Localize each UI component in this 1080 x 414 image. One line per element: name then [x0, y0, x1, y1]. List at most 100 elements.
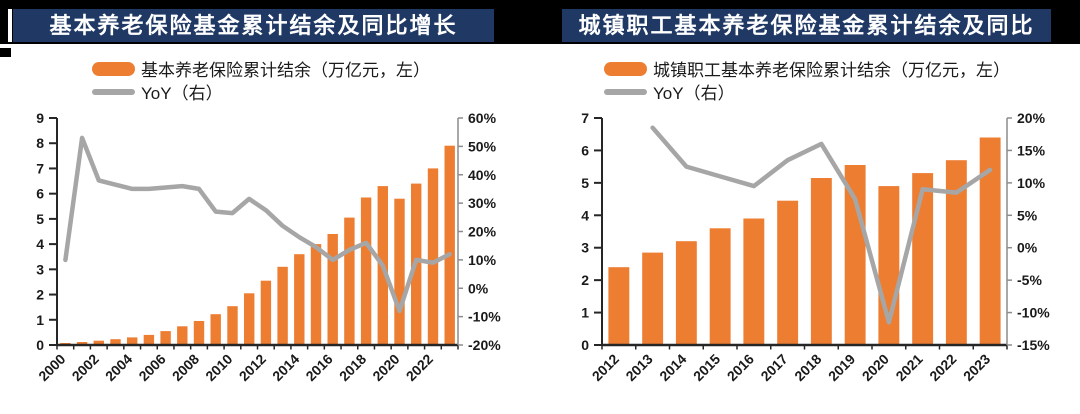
bar-2013: [642, 252, 664, 345]
x-axis-label: 2006: [135, 351, 168, 384]
left-axis-label: 0: [581, 337, 589, 353]
bar-2011: [244, 293, 255, 345]
right-axis-label: 20%: [1017, 110, 1046, 126]
bar-series-swatch: [604, 61, 647, 76]
bar-2017: [777, 200, 799, 345]
bar-2020: [394, 198, 405, 345]
x-axis-label: 2018: [791, 351, 824, 384]
x-axis-label: 2022: [403, 351, 436, 384]
chart1-legend: 基本养老保险累计结余（万亿元，左） YoY（右）: [92, 57, 430, 103]
left-axis-label: 2: [581, 272, 589, 288]
chart2-plot: 0 1 2 3 4 5 6 7 2012 2013 2014 2015 2016 2017 2018 2019…: [581, 110, 1050, 384]
bar-2002: [93, 340, 104, 345]
right-axis-label: 5%: [1017, 207, 1038, 223]
bar-2016: [743, 218, 765, 345]
legend-label: 基本养老保险累计结余（万亿元，左）: [141, 61, 430, 80]
x-axis-label: 2020: [369, 351, 402, 384]
left-axis-label: 6: [581, 142, 589, 158]
x-axis-label: 2000: [35, 351, 68, 384]
bar-2014: [675, 241, 697, 345]
left-axis-label: 2: [36, 287, 44, 303]
bar-2018: [360, 197, 372, 345]
x-axis-label: 2018: [336, 351, 369, 384]
bar-2012: [260, 280, 272, 345]
x-axis-label: 2016: [724, 351, 757, 384]
bar-2017: [344, 217, 355, 345]
bar-2005: [143, 334, 155, 345]
right-axis-label: 10%: [1017, 175, 1046, 191]
bar-2001: [76, 342, 88, 345]
left-axis-label: 7: [581, 110, 589, 126]
left-axis-label: 3: [581, 240, 589, 256]
right-axis-label: 40%: [468, 167, 497, 183]
x-axis-label: 2016: [302, 351, 335, 384]
left-axis-label: 5: [36, 211, 44, 227]
right-axis-label: -20%: [468, 337, 501, 353]
x-axis-label: 2022: [926, 351, 959, 384]
bar-2007: [177, 326, 188, 345]
x-axis-label: 2010: [202, 351, 235, 384]
left-axis-label: 0: [36, 337, 44, 353]
left-axis-label: 5: [581, 175, 589, 191]
x-axis-label: 2008: [169, 351, 202, 384]
bar-2004: [127, 337, 138, 345]
bar-2019: [844, 165, 866, 345]
chart2-legend: 城镇职工基本养老保险累计结余（万亿元，左） YoY（右）: [604, 57, 1010, 103]
bar-2016: [327, 234, 338, 345]
x-axis-label: 2015: [690, 351, 723, 384]
right-axis-label: 0%: [468, 280, 489, 296]
right-axis-label: -10%: [468, 309, 501, 325]
yoy-line: [650, 125, 993, 325]
right-axis-label: -5%: [1017, 272, 1042, 288]
x-axis-label: 2019: [825, 351, 858, 384]
bar-2022: [945, 160, 967, 345]
bar-series-swatch: [92, 61, 135, 76]
left-axis-label: 1: [581, 305, 589, 321]
line-series-swatch: [92, 88, 135, 95]
title-left-gap: [8, 9, 12, 42]
left-axis-label: 7: [36, 160, 44, 176]
left-axis-label: 6: [36, 186, 44, 202]
right-axis-label: 50%: [468, 138, 497, 154]
right-axis-label: -15%: [1017, 337, 1050, 353]
legend-item-balance: 基本养老保险累计结余（万亿元，左）: [92, 57, 430, 80]
bar-2003: [110, 339, 121, 345]
right-axis-label: 30%: [468, 195, 497, 211]
left-axis-label: 3: [36, 261, 44, 277]
page-edge-artifact: [0, 48, 11, 57]
bar-2023: [444, 145, 455, 345]
x-axis-label: 2012: [589, 351, 622, 384]
bar-2013: [277, 266, 288, 345]
left-axis-label: 8: [36, 135, 44, 151]
right-axis-label: 10%: [468, 252, 497, 268]
bar-2010: [227, 306, 238, 345]
x-axis-label: 2014: [656, 351, 689, 384]
right-axis-label: 60%: [468, 110, 497, 126]
bar-2022: [427, 168, 439, 345]
x-axis-label: 2020: [859, 351, 892, 384]
left-axis-label: 4: [581, 207, 589, 223]
yoy-line: [63, 135, 452, 314]
right-axis-label: 20%: [468, 224, 497, 240]
right-axis-label: 0%: [1017, 240, 1038, 256]
x-axis-label: 2013: [622, 351, 655, 384]
bar-2006: [160, 331, 171, 345]
bar-2015: [310, 244, 322, 345]
left-axis-label: 9: [36, 110, 44, 126]
x-axis-label: 2004: [102, 351, 135, 384]
bar-2012: [608, 267, 630, 345]
bar-2014: [294, 254, 305, 345]
chart2-title: 城镇职工基本养老保险基金累计结余及同比: [562, 9, 1051, 42]
legend-label: 城镇职工基本养老保险累计结余（万亿元，左）: [653, 61, 1010, 80]
bar-2018: [810, 178, 832, 345]
x-axis-label: 2017: [757, 351, 790, 384]
line-series-swatch: [604, 88, 647, 95]
right-axis-label: -10%: [1017, 305, 1050, 321]
bar-2008: [193, 321, 205, 345]
bar-2009: [210, 314, 221, 345]
x-axis-label: 2023: [960, 351, 993, 384]
left-axis-label: 1: [36, 312, 44, 328]
left-axis-label: 4: [36, 236, 44, 252]
